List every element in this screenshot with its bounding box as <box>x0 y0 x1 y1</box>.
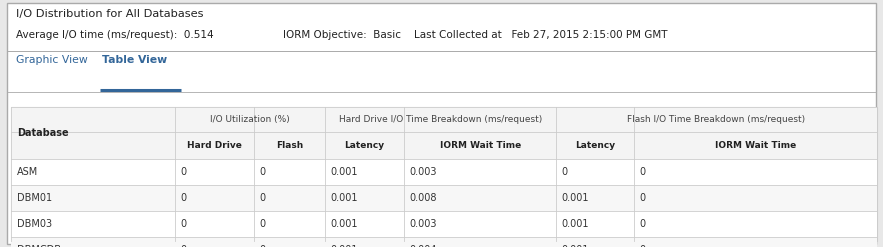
FancyBboxPatch shape <box>11 185 877 211</box>
Text: Latency: Latency <box>575 141 615 150</box>
Text: I/O Distribution for All Databases: I/O Distribution for All Databases <box>16 9 203 19</box>
Text: 0: 0 <box>260 193 266 203</box>
Text: IORM Wait Time: IORM Wait Time <box>714 141 796 150</box>
FancyBboxPatch shape <box>11 107 877 241</box>
Text: Flash: Flash <box>276 141 303 150</box>
Text: 0.001: 0.001 <box>562 193 589 203</box>
Text: DBM01: DBM01 <box>17 193 52 203</box>
Text: Hard Drive: Hard Drive <box>187 141 242 150</box>
Text: 0: 0 <box>639 245 645 247</box>
Text: 0: 0 <box>260 219 266 229</box>
Text: 0: 0 <box>639 219 645 229</box>
Text: 0: 0 <box>639 193 645 203</box>
Text: 0.001: 0.001 <box>330 245 358 247</box>
Text: Average I/O time (ms/request):  0.514: Average I/O time (ms/request): 0.514 <box>16 30 214 40</box>
Text: 0: 0 <box>180 193 186 203</box>
FancyBboxPatch shape <box>11 237 877 247</box>
FancyBboxPatch shape <box>11 211 877 237</box>
Text: 0: 0 <box>639 167 645 177</box>
Text: I/O Utilization (%): I/O Utilization (%) <box>210 115 290 124</box>
Text: 0.001: 0.001 <box>330 167 358 177</box>
Text: Database: Database <box>17 128 68 138</box>
Text: ASM: ASM <box>17 167 38 177</box>
Text: 0: 0 <box>180 219 186 229</box>
Text: Latency: Latency <box>344 141 385 150</box>
Text: Graphic View: Graphic View <box>16 55 87 65</box>
FancyBboxPatch shape <box>7 3 876 244</box>
Text: 0: 0 <box>180 245 186 247</box>
Text: 0.008: 0.008 <box>410 193 437 203</box>
Text: 0.003: 0.003 <box>410 167 437 177</box>
FancyBboxPatch shape <box>11 132 877 159</box>
Text: 0.004: 0.004 <box>410 245 437 247</box>
FancyBboxPatch shape <box>11 159 877 185</box>
Text: 0: 0 <box>180 167 186 177</box>
Text: IORM Wait Time: IORM Wait Time <box>440 141 521 150</box>
Text: Flash I/O Time Breakdown (ms/request): Flash I/O Time Breakdown (ms/request) <box>628 115 805 124</box>
Text: 0.001: 0.001 <box>330 193 358 203</box>
Text: 0.001: 0.001 <box>562 245 589 247</box>
FancyBboxPatch shape <box>11 107 877 132</box>
Text: Hard Drive I/O Time Breakdown (ms/request): Hard Drive I/O Time Breakdown (ms/reques… <box>339 115 542 124</box>
Text: DBM03: DBM03 <box>17 219 52 229</box>
Text: 0: 0 <box>562 167 568 177</box>
Text: IORM Objective:  Basic    Last Collected at   Feb 27, 2015 2:15:00 PM GMT: IORM Objective: Basic Last Collected at … <box>283 30 667 40</box>
Text: 0: 0 <box>260 245 266 247</box>
Text: 0.001: 0.001 <box>330 219 358 229</box>
Text: Table View: Table View <box>102 55 167 65</box>
Text: 0: 0 <box>260 167 266 177</box>
Text: 0.001: 0.001 <box>562 219 589 229</box>
Text: DBMCDB: DBMCDB <box>17 245 61 247</box>
Text: 0.003: 0.003 <box>410 219 437 229</box>
